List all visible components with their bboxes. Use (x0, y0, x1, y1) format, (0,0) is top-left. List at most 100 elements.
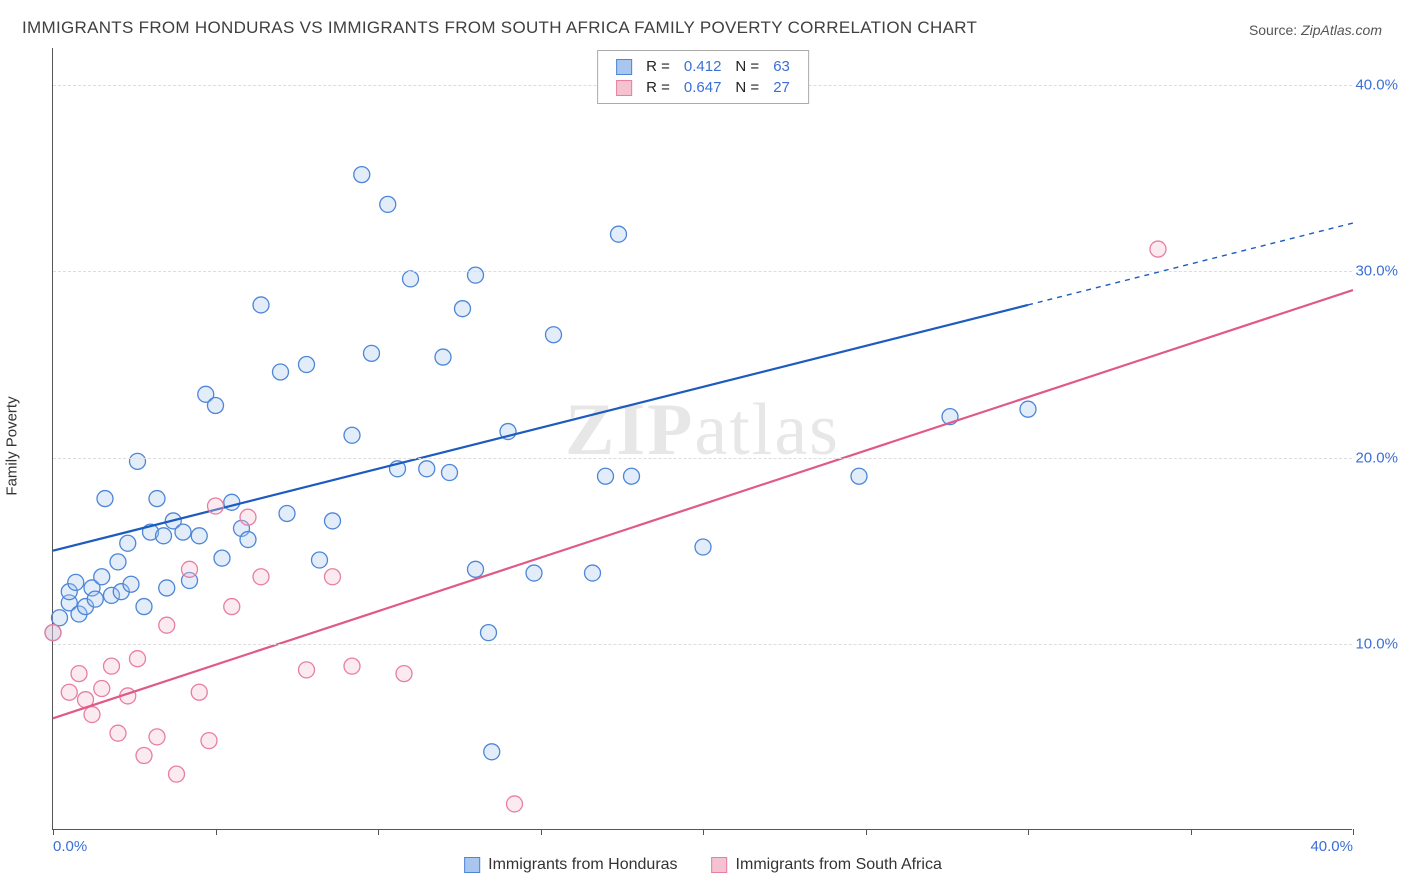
data-point (156, 528, 172, 544)
data-point (110, 725, 126, 741)
r-value: 0.647 (684, 79, 722, 96)
gridline (53, 271, 1352, 272)
x-tick (378, 829, 379, 835)
data-point (191, 528, 207, 544)
data-point (279, 505, 295, 521)
data-point (61, 684, 77, 700)
x-tick (866, 829, 867, 835)
data-point (94, 680, 110, 696)
chart-svg (53, 48, 1352, 829)
data-point (130, 651, 146, 667)
legend-row: R = 0.647 N = 27 (610, 78, 796, 97)
r-label: R = (646, 58, 670, 75)
y-tick-label: 20.0% (1355, 449, 1398, 466)
data-point (201, 733, 217, 749)
source-label: Source: (1249, 22, 1297, 38)
x-tick (53, 829, 54, 835)
data-point (253, 569, 269, 585)
legend-swatch (616, 59, 632, 75)
data-point (240, 532, 256, 548)
data-point (455, 301, 471, 317)
legend-swatch (464, 857, 480, 873)
data-point (104, 658, 120, 674)
data-point (507, 796, 523, 812)
correlation-legend: R = 0.412 N = 63 R = 0.647 N = 27 (597, 50, 809, 104)
chart-container: IMMIGRANTS FROM HONDURAS VS IMMIGRANTS F… (0, 0, 1406, 892)
data-point (208, 397, 224, 413)
data-point (52, 610, 68, 626)
gridline (53, 644, 1352, 645)
legend-label: Immigrants from South Africa (736, 856, 942, 874)
gridline (53, 458, 1352, 459)
data-point (403, 271, 419, 287)
data-point (364, 345, 380, 361)
data-point (481, 625, 497, 641)
data-point (273, 364, 289, 380)
data-point (598, 468, 614, 484)
r-label: R = (646, 79, 670, 96)
data-point (380, 196, 396, 212)
data-point (419, 461, 435, 477)
data-point (97, 491, 113, 507)
data-point (191, 684, 207, 700)
data-point (240, 509, 256, 525)
x-tick (1028, 829, 1029, 835)
data-point (354, 167, 370, 183)
data-point (344, 658, 360, 674)
x-tick (541, 829, 542, 835)
data-point (695, 539, 711, 555)
n-label: N = (735, 79, 759, 96)
n-value: 27 (773, 79, 790, 96)
data-point (299, 662, 315, 678)
data-point (484, 744, 500, 760)
x-tick (1353, 829, 1354, 835)
data-point (169, 766, 185, 782)
data-point (611, 226, 627, 242)
chart-title: IMMIGRANTS FROM HONDURAS VS IMMIGRANTS F… (22, 18, 977, 38)
data-point (624, 468, 640, 484)
n-value: 63 (773, 58, 790, 75)
x-tick (703, 829, 704, 835)
data-point (110, 554, 126, 570)
legend-item: Immigrants from Honduras (464, 856, 677, 874)
data-point (344, 427, 360, 443)
x-tick-label: 40.0% (1310, 838, 1353, 855)
data-point (175, 524, 191, 540)
data-point (435, 349, 451, 365)
data-point (299, 357, 315, 373)
data-point (442, 465, 458, 481)
data-point (214, 550, 230, 566)
data-point (84, 707, 100, 723)
legend-row: R = 0.412 N = 63 (610, 57, 796, 76)
regression-line (53, 290, 1353, 718)
data-point (851, 468, 867, 484)
legend-item: Immigrants from South Africa (712, 856, 942, 874)
data-point (585, 565, 601, 581)
data-point (149, 729, 165, 745)
data-point (208, 498, 224, 514)
legend-label: Immigrants from Honduras (488, 856, 677, 874)
data-point (182, 561, 198, 577)
data-point (396, 666, 412, 682)
r-value: 0.412 (684, 58, 722, 75)
data-point (94, 569, 110, 585)
series-legend: Immigrants from Honduras Immigrants from … (464, 856, 942, 874)
data-point (224, 599, 240, 615)
data-point (159, 580, 175, 596)
data-point (71, 666, 87, 682)
y-tick-label: 30.0% (1355, 263, 1398, 280)
legend-swatch (712, 857, 728, 873)
data-point (123, 576, 139, 592)
data-point (1020, 401, 1036, 417)
data-point (87, 591, 103, 607)
data-point (1150, 241, 1166, 257)
y-tick-label: 40.0% (1355, 77, 1398, 94)
x-tick-label: 0.0% (53, 838, 87, 855)
data-point (136, 599, 152, 615)
x-tick (216, 829, 217, 835)
data-point (120, 535, 136, 551)
n-label: N = (735, 58, 759, 75)
data-point (468, 267, 484, 283)
y-axis-label: Family Poverty (4, 396, 21, 495)
data-point (149, 491, 165, 507)
